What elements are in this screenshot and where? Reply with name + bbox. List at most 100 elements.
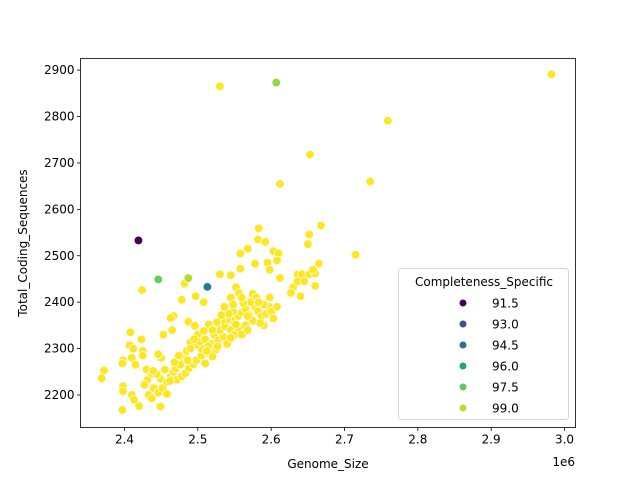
data-point: [207, 325, 218, 335]
data-point: [133, 235, 144, 246]
data-point: [139, 380, 149, 390]
data-point: [130, 360, 141, 370]
data-point: [128, 343, 138, 354]
data-point: [153, 349, 163, 359]
legend-marker: [458, 298, 468, 308]
data-point: [199, 326, 209, 336]
data-point: [162, 389, 172, 399]
data-point: [265, 292, 275, 303]
data-point: [160, 364, 170, 375]
data-point: [138, 350, 148, 361]
data-point: [216, 310, 226, 320]
x-axis-label: Genome_Size: [287, 457, 368, 471]
data-point: [286, 288, 296, 298]
data-point: [275, 179, 285, 189]
x-tick-label: 2.4: [115, 433, 134, 447]
data-point: [177, 295, 187, 305]
legend-box: [398, 268, 569, 420]
data-point: [235, 248, 246, 259]
data-point: [350, 250, 361, 260]
data-point: [169, 357, 180, 368]
data-point: [272, 255, 282, 266]
y-axis: 2200 2300 2400 2500 2600 2700 2800 2900: [44, 63, 81, 402]
data-point: [185, 343, 196, 354]
y-tick-label: 2500: [44, 249, 75, 263]
y-tick-label: 2200: [44, 388, 75, 402]
legend: Completeness_Specific 91.5 93.0 94.5 96.0 97…: [398, 268, 569, 420]
data-point: [136, 334, 147, 344]
x-tick-label: 2.6: [262, 433, 281, 447]
data-point: [129, 395, 139, 405]
data-point: [308, 265, 318, 275]
y-tick-label: 2900: [44, 63, 75, 77]
legend-label: 96.0: [492, 360, 519, 374]
data-point: [310, 281, 320, 291]
data-point: [243, 325, 253, 335]
data-point: [295, 291, 306, 301]
x-tick-label: 2.7: [335, 433, 354, 447]
data-point: [215, 81, 225, 91]
data-point: [316, 220, 326, 231]
legend-label: 91.5: [492, 297, 519, 311]
y-tick-label: 2800: [44, 110, 75, 124]
y-tick-label: 2400: [44, 295, 75, 309]
data-point: [118, 386, 128, 396]
data-point: [243, 244, 253, 254]
data-point: [260, 237, 270, 247]
legend-marker: [458, 382, 468, 392]
data-point: [155, 401, 166, 412]
data-point: [255, 318, 265, 328]
data-point: [275, 273, 285, 283]
legend-marker: [458, 361, 468, 371]
data-point: [190, 321, 200, 331]
data-point: [254, 297, 264, 307]
data-point: [148, 366, 158, 376]
data-point: [97, 373, 107, 383]
data-point: [228, 299, 238, 310]
data-point: [226, 333, 236, 343]
data-point: [271, 77, 281, 88]
legend-label: 93.0: [492, 318, 519, 332]
data-point: [166, 313, 176, 323]
data-point: [117, 405, 127, 415]
x-axis-offset-label: 1e6: [552, 455, 575, 469]
data-point: [365, 176, 375, 187]
data-point: [254, 223, 264, 234]
data-point: [146, 393, 157, 403]
data-point: [243, 311, 253, 321]
data-point: [303, 239, 313, 249]
data-point: [183, 317, 193, 327]
x-tick-label: 2.5: [188, 433, 207, 447]
y-tick-label: 2300: [44, 342, 75, 356]
legend-label: 94.5: [492, 339, 519, 353]
data-point: [167, 325, 177, 335]
data-point: [158, 330, 169, 340]
data-point: [237, 292, 247, 303]
legend-marker: [458, 403, 468, 413]
points-layer: [97, 69, 556, 415]
legend-marker: [458, 319, 468, 329]
x-tick-label: 2.8: [408, 433, 427, 447]
y-axis-label: Total_Coding_Sequences: [16, 169, 30, 317]
data-point: [199, 297, 209, 307]
data-point: [183, 273, 193, 283]
data-point: [304, 229, 314, 240]
legend-label: 99.0: [492, 402, 519, 416]
data-point: [383, 116, 393, 126]
data-point: [219, 302, 229, 312]
legend-label: 97.5: [492, 381, 519, 395]
data-point: [134, 401, 144, 411]
data-point: [265, 265, 275, 275]
x-axis: 2.4 2.5 2.6 2.7 2.8 2.9 3.0: [115, 427, 574, 447]
data-point: [174, 350, 184, 361]
data-point: [226, 270, 236, 280]
data-point: [305, 149, 315, 160]
data-point: [165, 376, 175, 386]
data-point: [212, 317, 222, 327]
data-point: [182, 355, 193, 365]
plot-frame: [80, 58, 576, 428]
y-tick-label: 2600: [44, 202, 75, 216]
data-point: [231, 319, 241, 330]
data-point: [235, 264, 246, 274]
